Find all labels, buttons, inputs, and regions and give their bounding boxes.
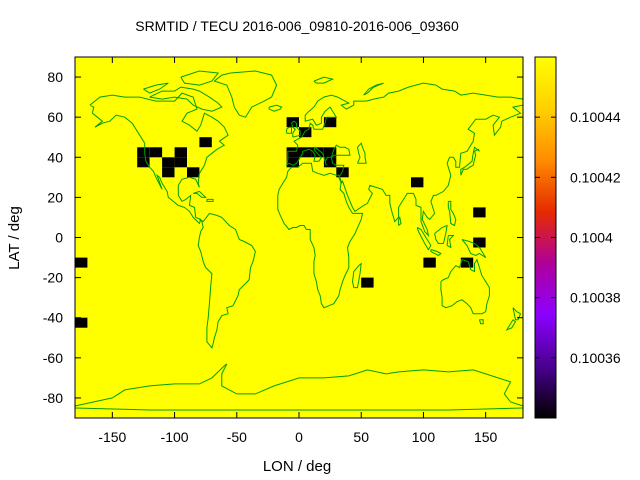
x-axis-ticks: -150 -100 -50 0 50 100 150 [98, 57, 498, 445]
coastline-path [74, 363, 524, 407]
data-cell [162, 167, 175, 178]
coastline-path [89, 92, 229, 225]
x-tick-label: -50 [227, 429, 247, 445]
x-tick-label: 50 [353, 429, 369, 445]
y-tick-label: 0 [55, 230, 63, 246]
y-tick-label: 60 [47, 109, 63, 125]
data-cell [286, 147, 299, 158]
coastline-path [193, 190, 207, 198]
coastline-path [434, 224, 448, 244]
coastline-path [440, 258, 490, 315]
coastline-path [416, 227, 432, 251]
data-cells [75, 117, 486, 328]
data-cell [286, 157, 299, 168]
coastline-path [74, 407, 524, 411]
x-tick-label: 0 [295, 429, 303, 445]
coastline-path [277, 162, 364, 309]
data-cell [75, 317, 88, 328]
data-cell [174, 147, 187, 158]
colorbar-tick-label: 0.10036 [570, 350, 621, 366]
coastline-path [505, 319, 517, 331]
data-cell [187, 167, 200, 178]
y-tick-label: 80 [47, 69, 63, 85]
coastline-path [313, 76, 335, 84]
x-tick-label: 100 [412, 429, 436, 445]
data-cell [361, 277, 374, 288]
data-cell [473, 237, 486, 248]
colorbar-tick-label: 0.10042 [570, 169, 621, 185]
chart-title: SRMTID / TECU 2016-006_09810-2016-006_09… [135, 18, 459, 34]
data-cell [460, 257, 474, 268]
y-tick-label: -80 [43, 390, 63, 406]
coastline-path [512, 307, 522, 321]
colorbar: 0.10036 0.10038 0.1004 0.10042 0.10044 [534, 56, 621, 419]
colorbar-ticks: 0.10036 0.10038 0.1004 0.10042 0.10044 [535, 109, 621, 366]
coastlines [74, 70, 524, 411]
data-cell [323, 157, 337, 168]
y-axis-ticks: -80 -60 -40 -20 0 20 40 60 80 [43, 69, 523, 406]
coastline-path [446, 235, 455, 249]
coastline-path [206, 198, 214, 202]
data-cell [423, 257, 436, 268]
coastline-path [213, 70, 278, 118]
coastline-path [478, 319, 484, 325]
coastline-path [447, 200, 457, 227]
coastline-path [286, 126, 292, 134]
data-cell [299, 127, 312, 138]
data-cell [137, 147, 150, 158]
data-cell [473, 207, 486, 218]
coastline-path [363, 82, 384, 96]
y-tick-label: 40 [47, 149, 63, 165]
y-axis-label: LAT / deg [6, 206, 23, 270]
data-cell [162, 157, 175, 168]
colorbar-tick-label: 0.1004 [570, 230, 613, 246]
data-cell [323, 147, 337, 158]
colorbar-tick-label: 0.10044 [570, 109, 621, 125]
coastline-path [197, 212, 256, 349]
data-cell [311, 147, 324, 158]
coastline-path [180, 70, 220, 86]
colorbar-tick-label: 0.10038 [570, 290, 621, 306]
data-cell [137, 157, 150, 168]
data-cell [199, 137, 212, 148]
y-tick-label: -20 [43, 270, 63, 286]
y-tick-label: -60 [43, 350, 63, 366]
map-area [74, 56, 524, 419]
y-tick-label: 20 [47, 189, 63, 205]
coastline-path [290, 120, 301, 138]
coastline-path [286, 82, 524, 238]
coastline-path [351, 262, 362, 289]
coastline-path [149, 86, 223, 112]
x-tick-label: -100 [161, 429, 189, 445]
data-cell [149, 147, 163, 158]
x-axis-label: LON / deg [263, 458, 331, 475]
data-cell [411, 177, 424, 188]
coastline-path [398, 216, 402, 226]
coastline-path [430, 249, 442, 257]
data-cell [299, 147, 312, 158]
x-tick-label: 150 [474, 429, 498, 445]
data-cell [174, 157, 187, 168]
data-cell [323, 117, 337, 128]
coastline-path [268, 104, 283, 112]
y-tick-label: -40 [43, 310, 63, 326]
coastline-path [460, 146, 480, 176]
data-cell [75, 257, 88, 268]
x-tick-label: -150 [98, 429, 126, 445]
map-background [75, 57, 523, 418]
coastline-path [143, 82, 169, 94]
coastline-path [356, 142, 367, 164]
coastline-path [461, 239, 487, 259]
